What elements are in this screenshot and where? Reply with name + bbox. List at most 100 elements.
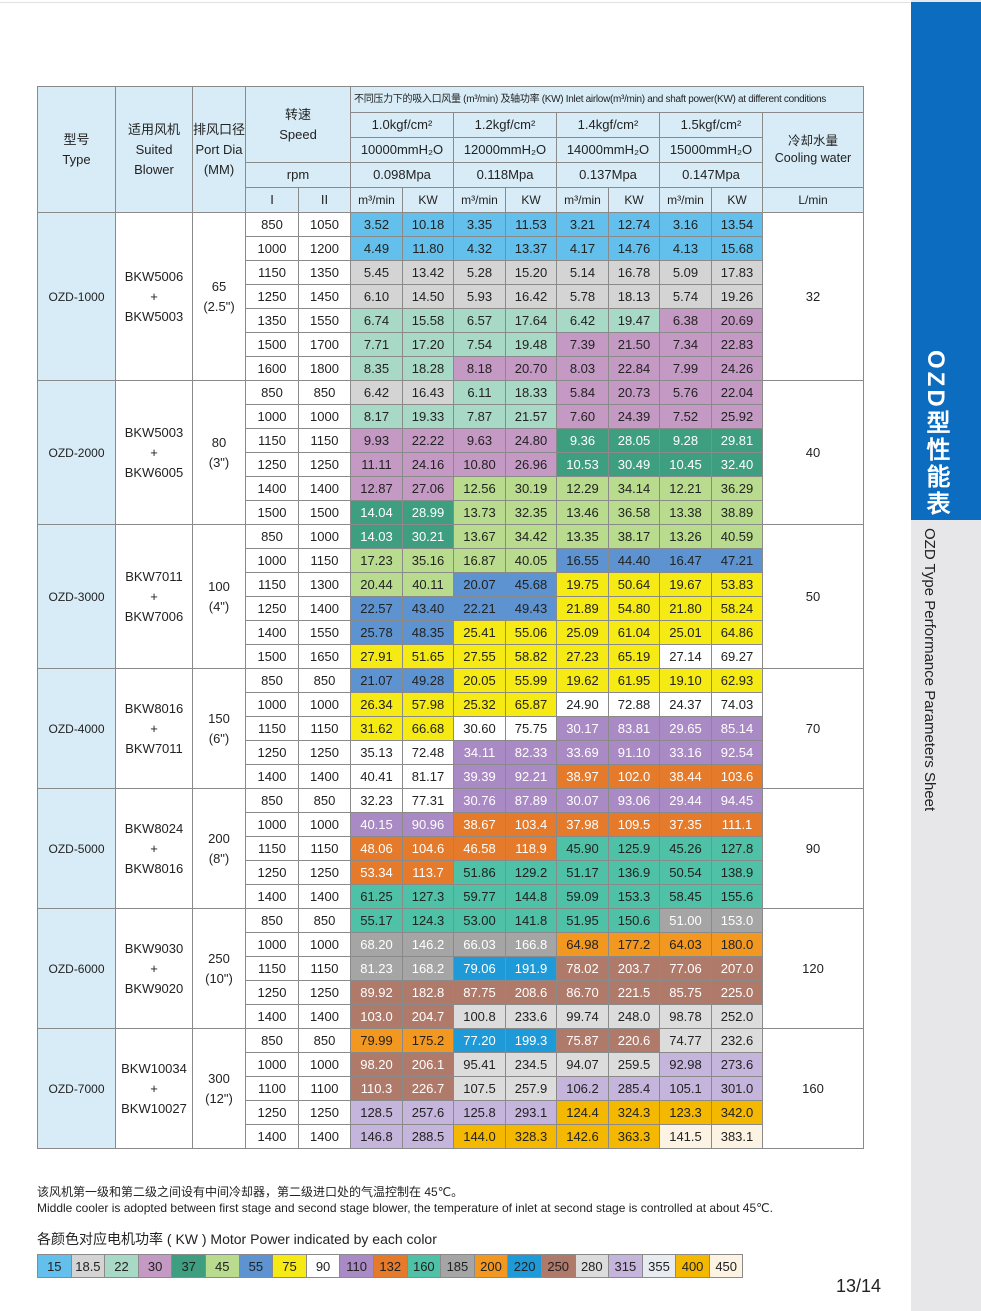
- power-value: 29.81: [711, 428, 763, 453]
- power-value: 32.40: [711, 452, 763, 477]
- airflow-value: 10.53: [556, 452, 609, 477]
- speed-stage-2: 1150: [298, 836, 351, 861]
- airflow-value: 68.20: [350, 932, 403, 957]
- airflow-value: 3.21: [556, 212, 609, 237]
- speed-stage-2: 1250: [298, 452, 351, 477]
- power-value: 127.3: [402, 884, 454, 909]
- note-zh: 该风机第一级和第二级之间设有中间冷却器，第二级进口处的气温控制在 45℃。: [37, 1185, 464, 1199]
- table-row: 1100 1100 110.3 226.7 107.5 257.9 106.2 285.4 10…: [38, 1076, 864, 1101]
- legend-swatch: 22: [104, 1254, 139, 1278]
- speed-stage-2: 1000: [298, 524, 351, 549]
- table-row: OZD-2000 BKW5003 + BKW6005 80 (3") 850 850 6.42 1…: [37, 380, 864, 525]
- table-row: 1150 1150 81.23 168.2 79.06 191.9 78.02 203.7 77…: [38, 956, 864, 981]
- airflow-value: 24.90: [556, 692, 609, 717]
- speed-stage-2: 1000: [298, 692, 351, 717]
- power-value: 22.22: [402, 428, 454, 453]
- airflow-value: 13.67: [453, 524, 506, 549]
- power-value: 82.33: [505, 740, 557, 765]
- header-port: 排风口径 Port Dia (MM): [192, 86, 246, 213]
- power-value: 69.27: [711, 644, 763, 669]
- airflow-value: 30.76: [453, 788, 506, 813]
- header-conditions: 不同压力下的吸入口风量 (m³/min) 及轴功率 (KW) Inlet air…: [350, 86, 864, 113]
- speed-stage-2: 1250: [298, 1100, 351, 1125]
- airflow-value: 7.54: [453, 332, 506, 357]
- performance-table: 型号 Type 适用风机 Suited Blower 排风口径 Port Dia (M…: [37, 86, 864, 1149]
- header-type: 型号 Type: [37, 86, 116, 213]
- airflow-value: 107.5: [453, 1076, 506, 1101]
- suited-blower: BKW9030 + BKW9020: [115, 908, 193, 1029]
- speed-stage-1: 850: [245, 908, 299, 933]
- airflow-value: 103.0: [350, 1004, 403, 1029]
- airflow-value: 5.84: [556, 380, 609, 405]
- model-type: OZD-4000: [37, 668, 116, 789]
- power-value: 363.3: [608, 1124, 660, 1149]
- airflow-value: 4.13: [659, 236, 712, 261]
- model-type: OZD-7000: [37, 1028, 116, 1149]
- suited-blower: BKW5003 + BKW6005: [115, 380, 193, 525]
- airflow-value: 20.05: [453, 668, 506, 693]
- power-value: 13.37: [505, 236, 557, 261]
- cooling-water: 70: [762, 668, 864, 789]
- table-row: 1000 1000 26.34 57.98 25.32 65.87 24.90 72.88 24…: [38, 692, 864, 717]
- power-value: 40.05: [505, 548, 557, 573]
- airflow-value: 7.71: [350, 332, 403, 357]
- power-value: 18.33: [505, 380, 557, 405]
- legend-swatch: 90: [305, 1254, 341, 1278]
- header-water-column: 10000mmH₂O: [350, 137, 454, 163]
- legend-swatch: 450: [708, 1254, 744, 1278]
- power-value: 30.49: [608, 452, 660, 477]
- speed-stage-2: 1050: [298, 212, 351, 237]
- port-diameter: 200 (8"): [192, 788, 246, 909]
- airflow-value: 6.74: [350, 308, 403, 333]
- speed-stage-1: 1000: [245, 692, 299, 717]
- airflow-value: 13.73: [453, 500, 506, 525]
- power-value: 301.0: [711, 1076, 763, 1101]
- airflow-value: 92.98: [659, 1052, 712, 1077]
- airflow-value: 37.35: [659, 812, 712, 837]
- airflow-value: 5.74: [659, 284, 712, 309]
- power-value: 125.9: [608, 836, 660, 861]
- power-value: 19.26: [711, 284, 763, 309]
- suited-blower: BKW8024 + BKW8016: [115, 788, 193, 909]
- table-row: OZD-5000 BKW8024 + BKW8016 200 (8") 850 850 32.2…: [37, 788, 864, 909]
- airflow-value: 141.5: [659, 1124, 712, 1149]
- legend-swatch: 250: [540, 1254, 576, 1278]
- table-row: 1250 1250 89.92 182.8 87.75 208.6 86.70 221.5 85…: [38, 980, 864, 1005]
- airflow-value: 40.15: [350, 812, 403, 837]
- power-value: 203.7: [608, 956, 660, 981]
- speed-stage-2: 1650: [298, 644, 351, 669]
- power-value: 57.98: [402, 692, 454, 717]
- speed-stage-2: 850: [298, 380, 351, 405]
- speed-stage-2: 850: [298, 668, 351, 693]
- power-value: 144.8: [505, 884, 557, 909]
- airflow-value: 58.45: [659, 884, 712, 909]
- airflow-value: 24.37: [659, 692, 712, 717]
- power-value: 14.50: [402, 284, 454, 309]
- power-value: 199.3: [505, 1028, 557, 1053]
- table-row: 1250 1250 53.34 113.7 51.86 129.2 51.17 136.9 50…: [38, 860, 864, 885]
- power-value: 27.06: [402, 476, 454, 501]
- airflow-value: 77.20: [453, 1028, 506, 1053]
- airflow-value: 22.57: [350, 596, 403, 621]
- airflow-value: 16.47: [659, 548, 712, 573]
- power-value: 16.43: [402, 380, 454, 405]
- power-value: 18.13: [608, 284, 660, 309]
- power-value: 22.84: [608, 356, 660, 381]
- speed-stage-2: 1150: [298, 716, 351, 741]
- legend-swatch: 18.5: [70, 1254, 106, 1278]
- power-value: 16.42: [505, 284, 557, 309]
- power-value: 21.50: [608, 332, 660, 357]
- speed-stage-1: 1150: [245, 836, 299, 861]
- speed-stage-1: 1250: [245, 860, 299, 885]
- power-value: 94.45: [711, 788, 763, 813]
- table-row: 1150 1300 20.44 40.11 20.07 45.68 19.75 50.64 19…: [38, 572, 864, 597]
- header-pressure: 1.2kgf/cm²: [453, 112, 557, 138]
- speed-stage-2: 1400: [298, 1124, 351, 1149]
- power-value: 49.28: [402, 668, 454, 693]
- header-cooling-unit: L/min: [762, 187, 864, 213]
- power-value: 87.89: [505, 788, 557, 813]
- power-value: 25.92: [711, 404, 763, 429]
- power-value: 273.6: [711, 1052, 763, 1077]
- airflow-value: 79.99: [350, 1028, 403, 1053]
- airflow-value: 9.63: [453, 428, 506, 453]
